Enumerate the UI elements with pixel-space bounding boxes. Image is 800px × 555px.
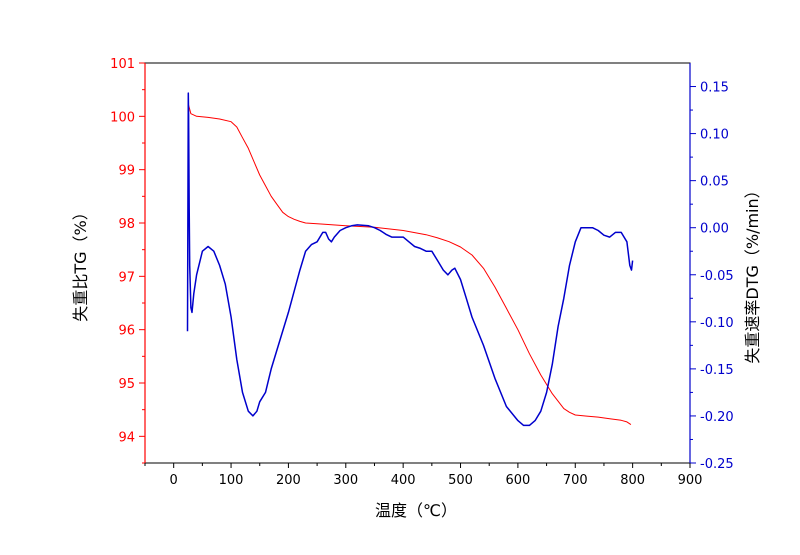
dtg-curve: [186, 92, 634, 427]
left-tick-label: 95: [118, 377, 135, 392]
x-tick-label: 300: [333, 473, 358, 488]
x-tick-label: 800: [620, 473, 645, 488]
right-tick-label: 0.10: [700, 128, 729, 143]
x-tick-label: 500: [448, 473, 473, 488]
left-tick-label: 97: [118, 270, 135, 285]
x-tick-label: 600: [505, 473, 530, 488]
x-tick-label: 700: [563, 473, 588, 488]
series-layer: [186, 92, 634, 427]
x-axis-ticks: 0 100 200 300 400 500 600 700 800 900: [144, 463, 703, 488]
right-tick-label: 0.15: [700, 81, 729, 96]
left-axis-ticks: 94 95 96 97 98 99 100 101: [110, 57, 145, 464]
right-tick-label: -0.05: [700, 269, 734, 284]
x-tick-label: 400: [391, 473, 416, 488]
right-tick-label: -0.10: [700, 316, 734, 331]
left-tick-label: 100: [110, 110, 135, 125]
right-tick-label: 0.00: [700, 222, 729, 237]
x-tick-label: 100: [219, 473, 244, 488]
left-tick-label: 99: [118, 164, 135, 179]
right-axis-ticks: -0.25 -0.20 -0.15 -0.10 -0.05 0.00 0.05 0.10 0.1…: [690, 81, 734, 472]
tg-curve: [187, 102, 632, 426]
left-tick-label: 98: [118, 217, 135, 232]
x-tick-label: 0: [170, 473, 178, 488]
left-tick-label: 94: [118, 430, 135, 445]
right-tick-label: -0.25: [700, 457, 734, 472]
plot-frame: [144, 62, 691, 464]
x-tick-label: 200: [276, 473, 301, 488]
left-tick-label: 101: [110, 57, 135, 72]
right-tick-label: 0.05: [700, 175, 729, 190]
right-tick-label: -0.20: [700, 410, 734, 425]
x-tick-label: 900: [678, 473, 703, 488]
x-axis-label: 温度（℃）: [375, 501, 457, 520]
right-axis-label: 失重速率DTG（%/min）: [743, 182, 762, 363]
left-tick-label: 96: [118, 324, 135, 339]
right-tick-label: -0.15: [700, 363, 734, 378]
left-axis-label: 失重比TG（%）: [71, 204, 90, 321]
